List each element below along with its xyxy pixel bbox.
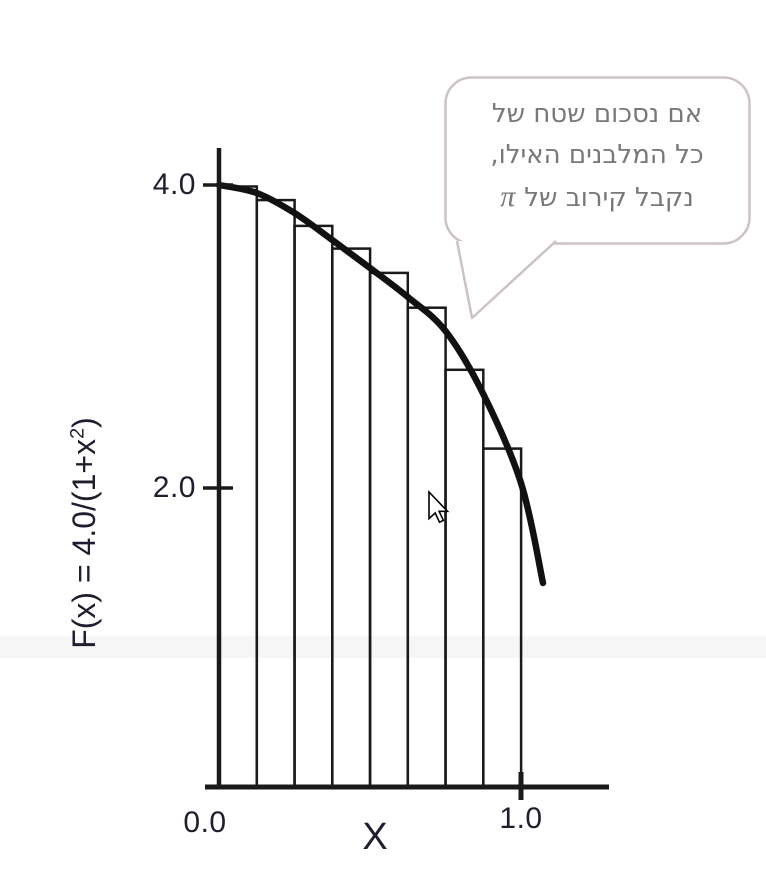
riemann-rectangle-3 <box>293 224 334 790</box>
x-tick-label-1: 1.0 <box>499 802 543 835</box>
riemann-rectangle-2 <box>255 198 296 790</box>
y-axis-title: F(x) = 4.0/(1+x2) <box>66 363 108 703</box>
function-curve <box>215 181 547 587</box>
y-tick-label-4: 4.0 <box>152 168 196 201</box>
speech-bubble-line-3: נקבל קירוב של π <box>447 176 747 217</box>
x-tick-label-0: 0.0 <box>183 806 227 839</box>
riemann-rectangle-5 <box>368 271 410 790</box>
mouse-cursor-icon <box>428 490 450 524</box>
riemann-rectangle-4 <box>331 247 372 790</box>
y-axis-title-suffix: ) <box>66 417 102 428</box>
riemann-rectangle-7 <box>444 368 485 790</box>
speech-bubble <box>444 76 751 320</box>
x-axis-title: X <box>362 816 388 858</box>
y-axis-title-prefix: F(x) = 4.0/(1+x <box>66 438 102 649</box>
speech-bubble-text: אם נסכום שטח של כל המלבנים האילו, נקבל ק… <box>447 94 747 217</box>
y-tick-label-2: 2.0 <box>152 471 196 504</box>
speech-bubble-body <box>444 76 751 245</box>
riemann-rectangle-6 <box>406 306 447 790</box>
speech-bubble-tail <box>455 240 557 320</box>
y-axis-title-exponent: 2 <box>66 427 89 439</box>
speech-bubble-line-3-text: נקבל קירוב של <box>524 183 694 213</box>
speech-bubble-line-2: כל המלבנים האילו, <box>490 140 704 170</box>
riemann-rectangle-8 <box>482 447 523 790</box>
speech-bubble-line-1: אם נסכום שטח של <box>491 99 703 129</box>
video-artifact-band <box>0 636 766 658</box>
pi-symbol: π <box>500 180 516 213</box>
